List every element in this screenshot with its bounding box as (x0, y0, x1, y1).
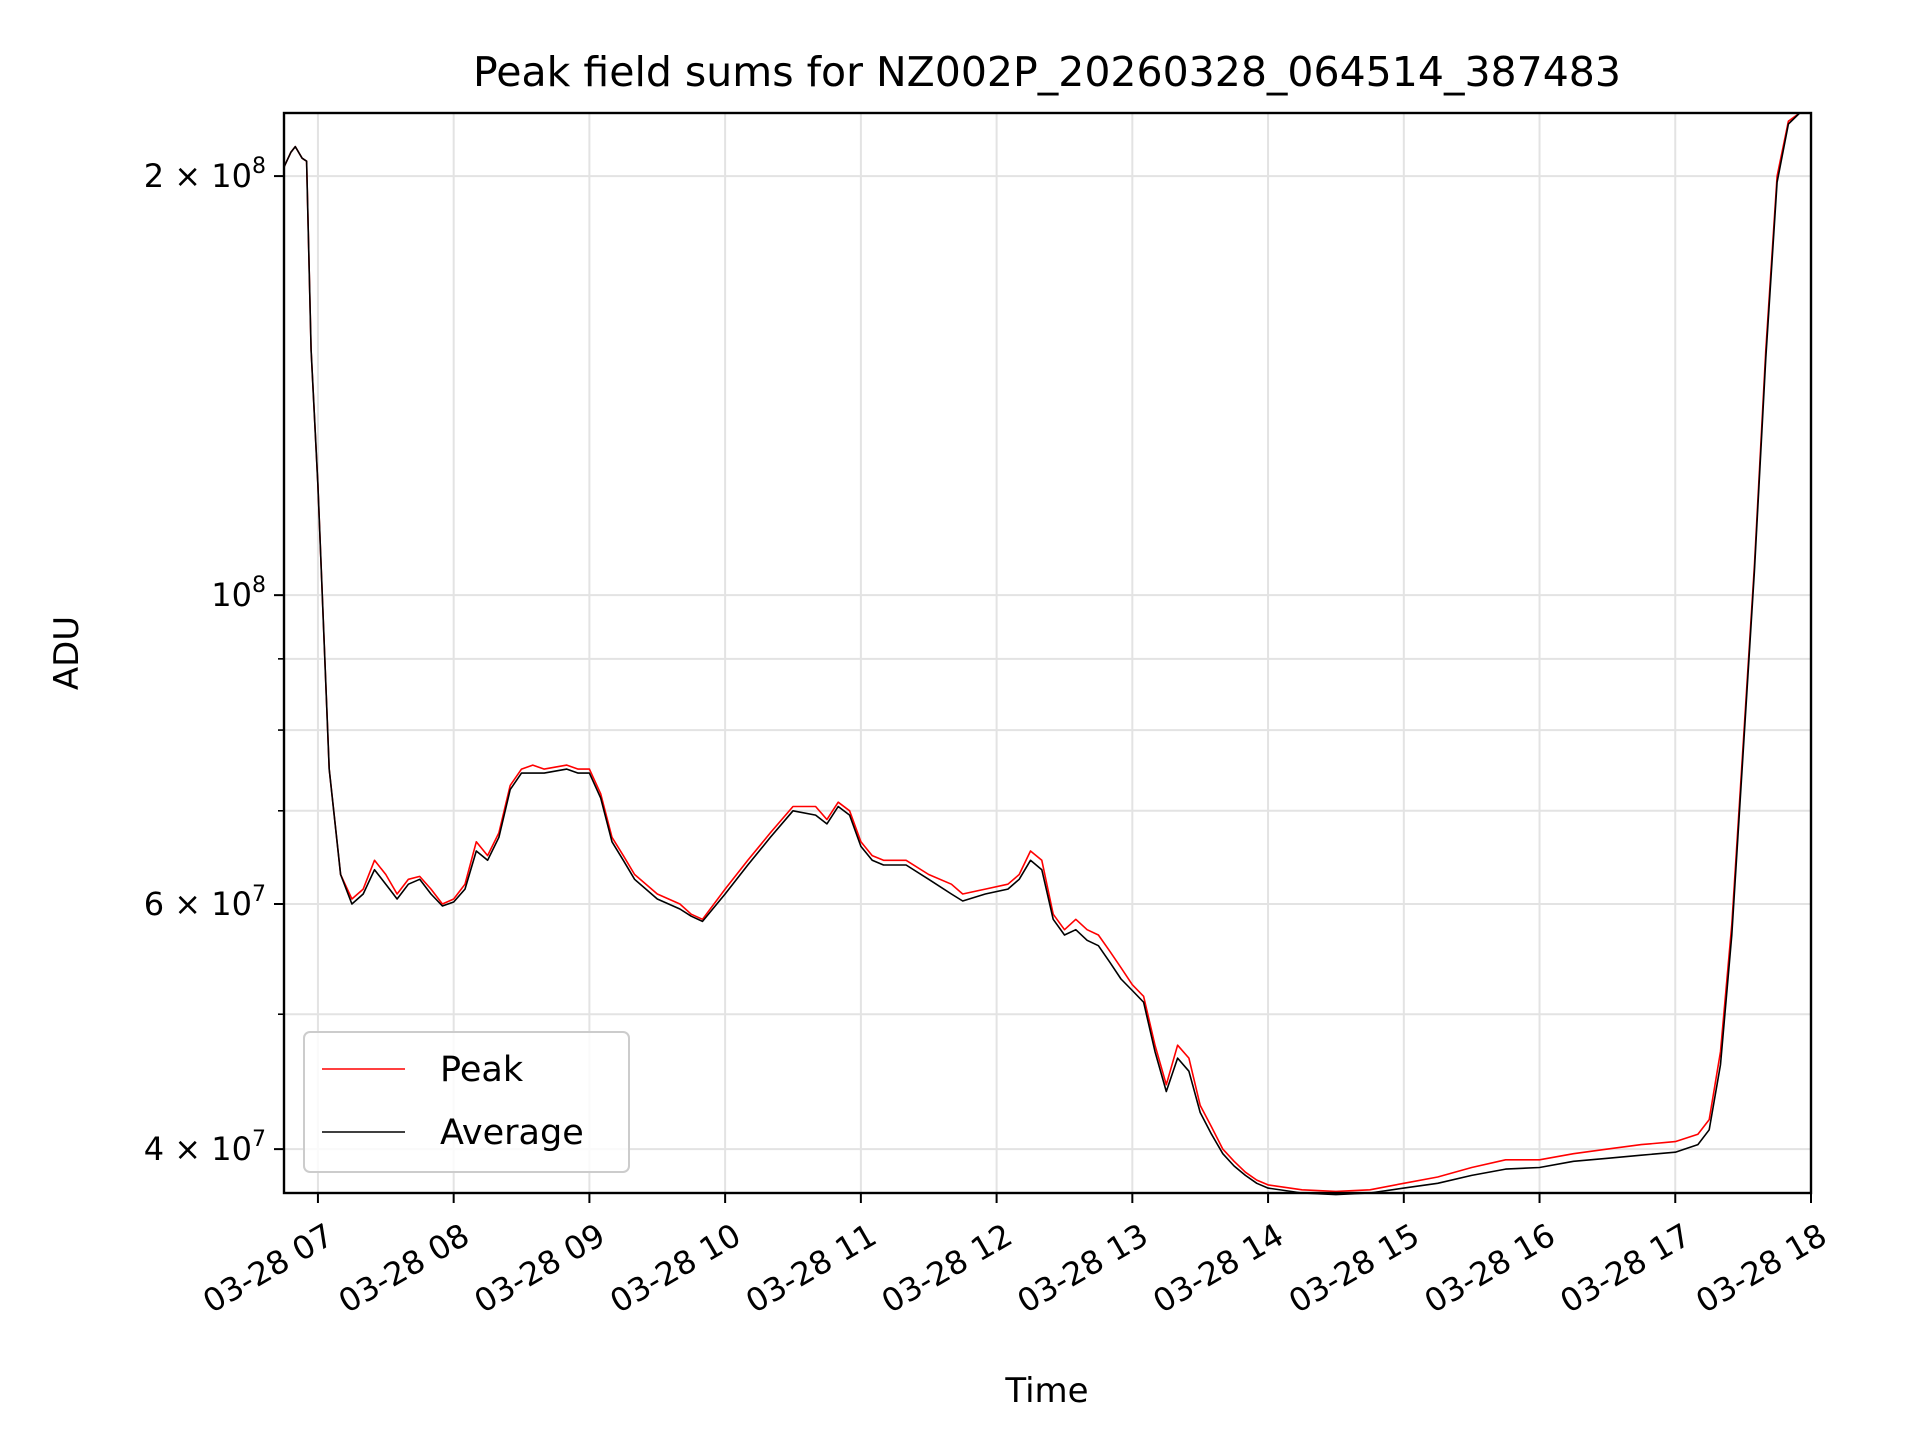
series-line-average (283, 112, 1811, 1196)
legend-label-average: Average (440, 1113, 584, 1153)
y-tick-label: 108 (211, 573, 266, 614)
legend-label-peak: Peak (440, 1050, 524, 1090)
x-axis-label: Time (1004, 1371, 1088, 1411)
y-axis: 2 × 108 108 6 × 107 4 × 107 (144, 154, 284, 1168)
plot-frame (282, 111, 1813, 1195)
series-line-peak (283, 112, 1811, 1193)
legend: Peak Average (303, 1031, 630, 1173)
y-tick-label: 4 × 107 (144, 1127, 266, 1168)
series-layer (283, 112, 1811, 1196)
y-axis-label: ADU (47, 616, 87, 690)
y-tick-label: 6 × 107 (144, 882, 266, 923)
legend-box (303, 1031, 630, 1173)
y-tick-label: 2 × 108 (144, 154, 266, 195)
chart-title: Peak field sums for NZ002P_20260328_0645… (473, 48, 1621, 96)
